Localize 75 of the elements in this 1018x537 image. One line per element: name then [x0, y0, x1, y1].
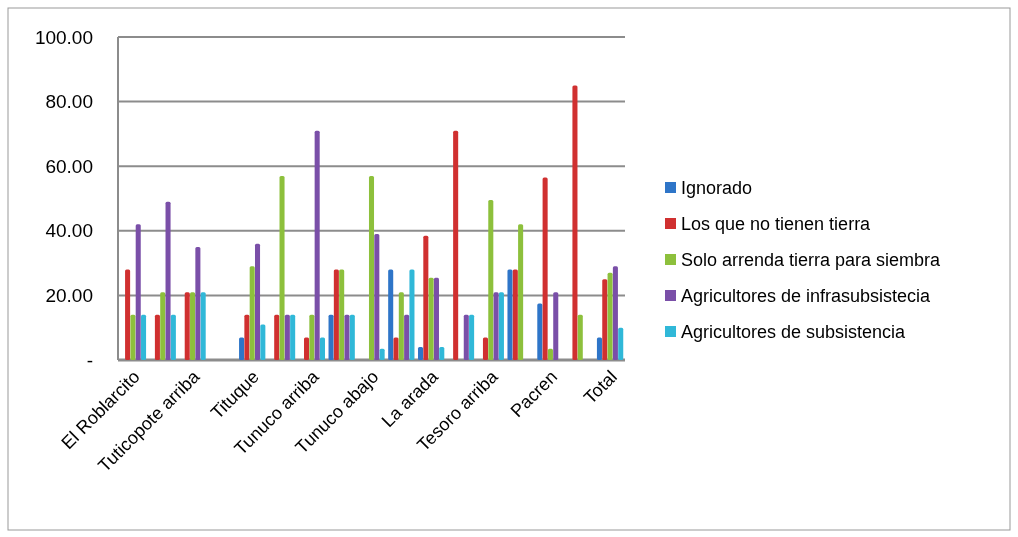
bar: [328, 314, 334, 360]
bar: [368, 175, 375, 360]
bar: [423, 235, 429, 360]
bar: [398, 292, 404, 360]
bar: [200, 292, 206, 360]
bar: [433, 277, 439, 360]
bar: [493, 292, 499, 360]
bar: [439, 347, 445, 360]
bar: [274, 314, 280, 360]
bar: [349, 314, 355, 360]
bar: [393, 337, 399, 360]
bar: [537, 303, 543, 360]
bar: [612, 266, 618, 360]
bar: [125, 269, 131, 360]
bar: [239, 337, 245, 360]
y-tick-label: 60.00: [45, 155, 93, 177]
bar: [190, 292, 196, 360]
bar: [344, 314, 350, 360]
legend-label: Ignorado: [681, 178, 753, 199]
bar: [453, 130, 459, 360]
bar: [333, 269, 339, 360]
bar: [309, 314, 315, 360]
bar: [135, 224, 141, 360]
bar: [154, 314, 160, 360]
bar: [255, 243, 261, 360]
legend-label: Agricultores de subsistencia: [681, 322, 907, 343]
bar: [184, 292, 190, 360]
bar: [304, 337, 310, 360]
bar: [165, 201, 171, 360]
bar: [284, 314, 290, 360]
bar: [409, 269, 415, 360]
bar: [602, 279, 608, 360]
y-tick-label: 20.00: [45, 285, 93, 307]
bar: [249, 266, 255, 360]
bar: [428, 277, 434, 360]
bar: [388, 269, 394, 360]
legend-label: Los que no tienen tierra: [681, 214, 872, 235]
legend-label: Agricultores de infrasubsistecia: [681, 286, 932, 307]
bar: [542, 177, 548, 360]
bar: [244, 314, 250, 360]
bar: [160, 292, 166, 360]
bar: [572, 85, 578, 360]
y-tick-label: 40.00: [45, 220, 93, 242]
y-tick-label: 100.00: [34, 26, 93, 48]
bar: [482, 337, 488, 360]
bar: [498, 292, 504, 360]
y-tick-label: 80.00: [45, 91, 93, 113]
bar: [547, 348, 553, 360]
y-tick-label: -: [86, 349, 93, 371]
bar: [417, 347, 424, 360]
bar: [279, 175, 285, 360]
bar: [577, 314, 583, 360]
bar: [507, 269, 513, 360]
bar: [404, 314, 410, 360]
bar: [488, 200, 494, 360]
bar: [463, 314, 469, 360]
legend-label: Solo arrenda tierra para siembra: [681, 250, 942, 271]
bar: [130, 314, 136, 360]
bar: [339, 269, 345, 360]
bar: [290, 314, 296, 360]
bar: [195, 246, 201, 360]
bar: [374, 234, 380, 360]
bar: [379, 348, 385, 360]
bar: [141, 314, 147, 360]
bar: [314, 130, 320, 360]
bar: [618, 327, 624, 360]
bar: [469, 314, 475, 360]
bar: [596, 337, 602, 360]
bar: [518, 224, 524, 360]
bar: [319, 337, 326, 360]
bar: [170, 314, 176, 360]
bar: [607, 272, 613, 360]
bar: [553, 292, 559, 360]
bar: [260, 324, 266, 360]
bar: [512, 269, 518, 360]
